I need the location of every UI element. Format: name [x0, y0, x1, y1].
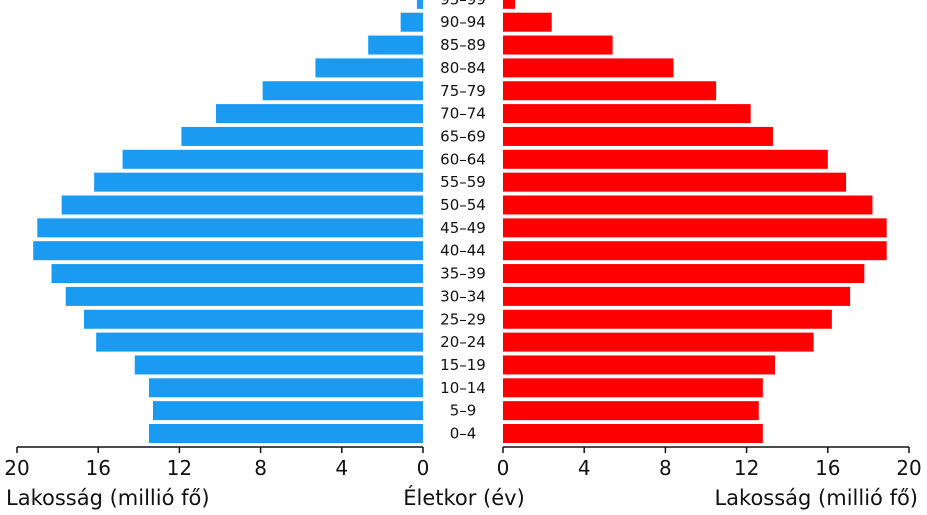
age-label-18: 90–94 — [440, 13, 486, 31]
left-bar-5 — [83, 309, 424, 329]
age-group-labels: 0–4 5–9 10–14 15–19 20–24 25–29 30–34 35–39 40–4… — [440, 0, 486, 443]
age-label-2: 10–14 — [440, 379, 486, 397]
right-bar-13 — [503, 126, 773, 146]
right-bar-9 — [503, 218, 887, 238]
right-bar-8 — [503, 241, 887, 261]
right-bar-4 — [503, 332, 814, 352]
left-bar-6 — [65, 286, 423, 306]
age-label-15: 75–79 — [440, 82, 486, 100]
left-tick-label-1: 16 — [85, 456, 110, 480]
right-series-bars — [503, 0, 887, 443]
left-bar-19 — [416, 0, 423, 9]
age-label-16: 80–84 — [440, 59, 486, 77]
age-label-14: 70–74 — [440, 105, 486, 123]
right-bar-6 — [503, 286, 851, 306]
left-x-axis-ticks: 20 16 12 8 4 0 — [4, 447, 429, 480]
right-bar-14 — [503, 104, 751, 124]
right-tick-label-2: 8 — [659, 456, 672, 480]
right-x-axis-ticks: 0 4 8 12 16 20 — [497, 447, 922, 480]
left-bar-17 — [368, 35, 423, 55]
right-tick-label-4: 16 — [815, 456, 840, 480]
right-bar-3 — [503, 355, 776, 375]
right-bar-15 — [503, 81, 717, 101]
left-bar-13 — [181, 126, 423, 146]
age-label-7: 35–39 — [440, 265, 486, 283]
left-bar-8 — [33, 241, 424, 261]
left-x-axis-title: Lakosság (millió fő) — [6, 486, 210, 510]
left-bar-11 — [94, 172, 423, 192]
left-bar-0 — [148, 424, 423, 443]
right-bar-16 — [503, 58, 674, 78]
age-label-4: 20–24 — [440, 333, 486, 351]
left-bar-2 — [148, 378, 423, 398]
left-bar-18 — [400, 12, 423, 32]
right-tick-label-5: 20 — [896, 456, 921, 480]
age-label-17: 85–89 — [440, 36, 486, 54]
left-tick-label-4: 4 — [335, 456, 348, 480]
center-axis-title: Életkor (év) — [403, 485, 525, 510]
right-bar-5 — [503, 309, 832, 329]
left-bar-9 — [37, 218, 424, 238]
right-bar-18 — [503, 12, 552, 32]
right-bar-2 — [503, 378, 763, 398]
right-bar-10 — [503, 195, 873, 215]
right-bar-1 — [503, 401, 759, 421]
right-bar-11 — [503, 172, 847, 192]
right-bar-19 — [503, 0, 516, 9]
right-bar-17 — [503, 35, 613, 55]
left-bar-1 — [153, 401, 423, 421]
left-bar-7 — [51, 264, 423, 284]
age-label-1: 5–9 — [450, 402, 477, 420]
right-tick-label-1: 4 — [578, 456, 591, 480]
left-bar-15 — [262, 81, 423, 101]
age-label-10: 50–54 — [440, 196, 486, 214]
right-bar-7 — [503, 264, 865, 284]
left-bar-4 — [96, 332, 424, 352]
left-bar-12 — [122, 149, 423, 169]
age-label-6: 30–34 — [440, 287, 486, 305]
age-label-8: 40–44 — [440, 242, 486, 260]
left-tick-label-5: 0 — [417, 456, 430, 480]
age-label-0: 0–4 — [450, 425, 477, 443]
right-tick-label-0: 0 — [497, 456, 510, 480]
right-x-axis-title: Lakosság (millió fő) — [714, 486, 918, 510]
left-bar-10 — [61, 195, 423, 215]
right-tick-label-3: 12 — [734, 456, 759, 480]
right-bar-12 — [503, 149, 828, 169]
age-label-12: 60–64 — [440, 150, 486, 168]
age-label-13: 65–69 — [440, 127, 486, 145]
left-series-bars — [33, 0, 424, 443]
age-label-19: 95–99 — [440, 0, 486, 8]
right-bar-0 — [503, 424, 763, 443]
left-tick-label-2: 12 — [167, 456, 192, 480]
left-tick-label-0: 20 — [4, 456, 29, 480]
age-label-9: 45–49 — [440, 219, 486, 237]
age-label-3: 15–19 — [440, 356, 486, 374]
left-tick-label-3: 8 — [254, 456, 267, 480]
left-bar-16 — [315, 58, 423, 78]
age-label-5: 25–29 — [440, 310, 486, 328]
age-label-11: 55–59 — [440, 173, 486, 191]
left-bar-3 — [134, 355, 424, 375]
left-bar-14 — [215, 104, 423, 124]
